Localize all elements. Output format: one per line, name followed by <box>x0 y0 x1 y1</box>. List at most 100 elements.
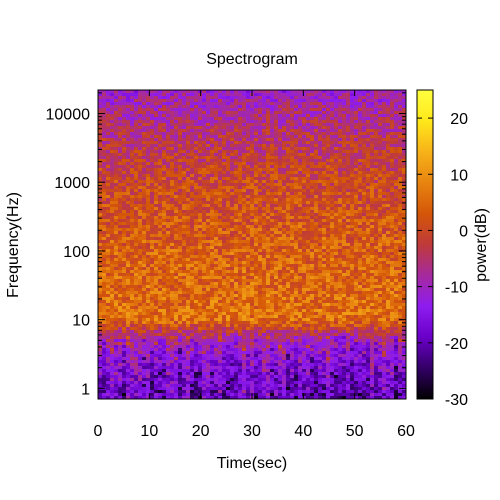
heatmap-cell <box>206 207 211 211</box>
heatmap-cell <box>98 231 103 235</box>
heatmap-cell <box>146 240 151 244</box>
heatmap-cell <box>122 126 127 130</box>
heatmap-cell <box>190 201 195 205</box>
heatmap-cell <box>298 204 303 208</box>
heatmap-cell <box>178 216 183 220</box>
heatmap-cell <box>294 138 299 142</box>
heatmap-cell <box>134 201 139 205</box>
heatmap-cell <box>342 216 347 220</box>
heatmap-cell <box>286 171 291 175</box>
heatmap-cell <box>318 168 323 172</box>
heatmap-cell <box>378 102 383 106</box>
heatmap-cell <box>286 282 291 286</box>
heatmap-cell <box>142 204 147 208</box>
heatmap-cell <box>314 96 319 100</box>
heatmap-cell <box>210 99 215 103</box>
heatmap-cell <box>258 192 263 196</box>
heatmap-cell <box>274 96 279 100</box>
heatmap-cell <box>106 147 111 151</box>
heatmap-cell <box>174 252 179 256</box>
heatmap-cell <box>190 171 195 175</box>
heatmap-cell <box>158 258 163 262</box>
heatmap-cell <box>122 237 127 241</box>
heatmap-cell <box>374 222 379 226</box>
heatmap-cell <box>282 129 287 133</box>
heatmap-cell <box>314 123 319 127</box>
heatmap-cell <box>278 219 283 223</box>
heatmap-cell <box>226 141 231 145</box>
heatmap-cell <box>126 114 131 118</box>
heatmap-cell <box>286 189 291 193</box>
heatmap-cell <box>158 183 163 187</box>
heatmap-cell <box>226 129 231 133</box>
heatmap-cell <box>362 162 367 166</box>
heatmap-cell <box>358 117 363 121</box>
heatmap-cell <box>274 162 279 166</box>
heatmap-cell <box>122 252 127 256</box>
heatmap-cell <box>354 162 359 166</box>
heatmap-cell <box>346 156 351 160</box>
heatmap-cell <box>298 132 303 136</box>
heatmap-cell <box>190 135 195 139</box>
heatmap-cell <box>194 102 199 106</box>
heatmap-cell <box>338 174 343 178</box>
heatmap-cell <box>162 129 167 133</box>
heatmap-cell <box>274 126 279 130</box>
heatmap-cell <box>250 252 255 256</box>
heatmap-cell <box>202 195 207 199</box>
heatmap-cell <box>302 249 307 253</box>
heatmap-cell <box>146 246 151 250</box>
heatmap-cell <box>354 252 359 256</box>
heatmap-cell <box>290 231 295 235</box>
heatmap-cell <box>334 165 339 169</box>
heatmap-cell <box>146 276 151 280</box>
heatmap-cell <box>110 159 115 163</box>
heatmap-cell <box>182 117 187 121</box>
heatmap-cell <box>178 165 183 169</box>
heatmap-cell <box>238 201 243 205</box>
heatmap-cell <box>302 159 307 163</box>
heatmap-cell <box>266 261 271 265</box>
heatmap-cell <box>282 195 287 199</box>
heatmap-cell <box>142 150 147 154</box>
heatmap-cell <box>178 273 183 277</box>
heatmap-cell <box>190 150 195 154</box>
heatmap-cell <box>346 105 351 109</box>
heatmap-cell <box>322 90 327 94</box>
heatmap-cell <box>370 237 375 241</box>
heatmap-cell <box>170 255 175 259</box>
heatmap-cell <box>230 252 235 256</box>
heatmap-cell <box>282 132 287 136</box>
heatmap-cell <box>274 258 279 262</box>
heatmap-cell <box>338 249 343 253</box>
heatmap-cell <box>202 138 207 142</box>
heatmap-cell <box>190 138 195 142</box>
heatmap-cell <box>174 183 179 187</box>
heatmap-cell <box>342 246 347 250</box>
heatmap-cell <box>98 102 103 106</box>
heatmap-cell <box>398 141 403 145</box>
heatmap-cell <box>234 261 239 265</box>
heatmap-cell <box>266 213 271 217</box>
heatmap-cell <box>382 135 387 139</box>
heatmap-cell <box>402 255 406 259</box>
heatmap-cell <box>326 132 331 136</box>
heatmap-cell <box>378 267 383 271</box>
heatmap-cell <box>182 186 187 190</box>
heatmap-cell <box>198 162 203 166</box>
heatmap-cell <box>258 231 263 235</box>
heatmap-cell <box>354 246 359 250</box>
heatmap-cell <box>330 234 335 238</box>
heatmap-cell <box>202 168 207 172</box>
heatmap-cell <box>202 210 207 214</box>
heatmap-cell <box>266 156 271 160</box>
heatmap-cell <box>374 108 379 112</box>
heatmap-cell <box>322 210 327 214</box>
heatmap-cell <box>242 165 247 169</box>
heatmap-cell <box>374 114 379 118</box>
heatmap-cell <box>130 141 135 145</box>
heatmap-cell <box>366 252 371 256</box>
heatmap-cell <box>230 138 235 142</box>
heatmap-cell <box>370 111 375 115</box>
heatmap-cell <box>382 252 387 256</box>
